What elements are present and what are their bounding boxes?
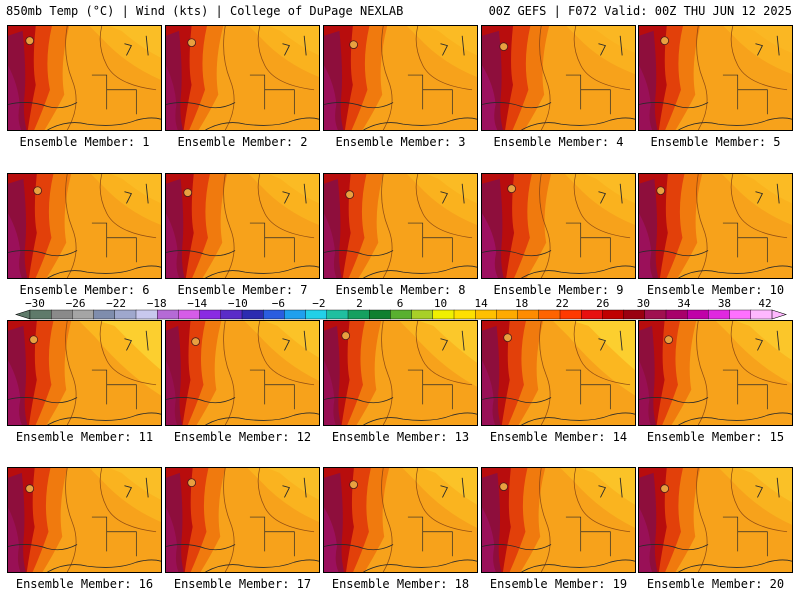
colorbar-tick-label: 14 <box>474 297 488 310</box>
member-caption: Ensemble Member: 1 <box>19 135 150 149</box>
colorbar-swatch <box>93 309 116 320</box>
colorbar-swatch <box>687 309 709 320</box>
temperature-colorbar: −30 −26 −22 −18 −14 −10 −6 −2 2 6 10 14 18 22 26 30 34 38… <box>0 295 800 323</box>
colorbar-swatch <box>708 309 731 320</box>
colorbar-tick-label: 42 <box>758 297 771 310</box>
colorbar-low-arrow <box>15 309 31 320</box>
colorbar-tick-label: 34 <box>677 297 691 310</box>
colorbar-tick-label: −10 <box>228 297 248 310</box>
colorbar-swatch <box>135 309 158 320</box>
colorbar-tick-label: 2 <box>356 297 363 310</box>
colorbar-swatch <box>729 309 752 320</box>
ensemble-member-map <box>323 25 478 131</box>
member-caption: Ensemble Member: 9 <box>493 283 624 297</box>
colorbar-swatch <box>390 309 413 320</box>
ensemble-member-map <box>7 25 162 131</box>
member-caption: Ensemble Member: 18 <box>331 577 470 591</box>
ensemble-member-map <box>638 320 793 426</box>
colorbar-tick-label: 6 <box>397 297 404 310</box>
map-title: 850mb Temp (°C) | Wind (kts) | College o… <box>6 4 404 18</box>
colorbar-swatch <box>665 309 688 320</box>
ensemble-member-map <box>481 25 636 131</box>
ensemble-member-map <box>165 467 320 573</box>
colorbar-swatch <box>623 309 646 320</box>
colorbar-swatch <box>284 309 307 320</box>
member-caption: Ensemble Member: 12 <box>173 430 312 444</box>
member-caption: Ensemble Member: 20 <box>646 577 785 591</box>
colorbar-tick-label: −30 <box>25 297 45 310</box>
colorbar-swatch <box>538 309 561 320</box>
colorbar-swatch <box>517 309 540 320</box>
colorbar-high-arrow <box>771 309 787 320</box>
member-caption: Ensemble Member: 7 <box>177 283 308 297</box>
member-caption: Ensemble Member: 8 <box>335 283 466 297</box>
colorbar-swatch <box>581 309 603 320</box>
ensemble-member-map <box>323 467 478 573</box>
colorbar-swatch <box>305 309 328 320</box>
ensemble-member-map <box>7 320 162 426</box>
ensemble-member-map <box>165 25 320 131</box>
colorbar-swatch <box>51 309 73 320</box>
colorbar-swatch <box>347 309 370 320</box>
member-caption: Ensemble Member: 16 <box>15 577 154 591</box>
ensemble-member-map <box>481 173 636 279</box>
member-caption: Ensemble Member: 15 <box>646 430 785 444</box>
colorbar-tick-label: 26 <box>596 297 609 310</box>
member-caption: Ensemble Member: 4 <box>493 135 624 149</box>
colorbar-swatch <box>369 309 391 320</box>
colorbar-tick-label: 30 <box>637 297 650 310</box>
colorbar-tick-label: 22 <box>556 297 569 310</box>
member-caption: Ensemble Member: 10 <box>646 283 785 297</box>
ensemble-member-map <box>7 467 162 573</box>
ensemble-member-map <box>638 173 793 279</box>
colorbar-swatch <box>241 309 264 320</box>
colorbar-swatch <box>178 309 201 320</box>
member-caption: Ensemble Member: 17 <box>173 577 312 591</box>
member-caption: Ensemble Member: 5 <box>650 135 781 149</box>
member-caption: Ensemble Member: 11 <box>15 430 154 444</box>
colorbar-tick-label: −26 <box>66 297 86 310</box>
colorbar-swatch <box>602 309 625 320</box>
ensemble-member-map <box>323 320 478 426</box>
colorbar-swatch <box>453 309 476 320</box>
member-caption: Ensemble Member: 2 <box>177 135 308 149</box>
ensemble-member-map <box>7 173 162 279</box>
colorbar-swatch <box>114 309 137 320</box>
member-caption: Ensemble Member: 3 <box>335 135 466 149</box>
colorbar-tick-label: −2 <box>312 297 325 310</box>
colorbar-swatch <box>156 309 179 320</box>
member-caption: Ensemble Member: 14 <box>489 430 628 444</box>
colorbar-swatch <box>29 309 52 320</box>
colorbar-swatch <box>326 309 349 320</box>
run-valid-time: 00Z GEFS | F072 Valid: 00Z THU JUN 12 20… <box>488 4 792 18</box>
colorbar-tick-label: −22 <box>106 297 126 310</box>
colorbar-swatch <box>199 309 222 320</box>
colorbar-swatch <box>475 309 497 320</box>
colorbar-swatch <box>263 309 285 320</box>
colorbar-swatch <box>644 309 667 320</box>
colorbar-swatch <box>72 309 95 320</box>
ensemble-member-map <box>165 320 320 426</box>
colorbar-tick-label: 10 <box>434 297 447 310</box>
ensemble-member-map <box>323 173 478 279</box>
ensemble-member-map <box>638 467 793 573</box>
colorbar-tick-label: −6 <box>272 297 285 310</box>
colorbar-swatch <box>750 309 773 320</box>
ensemble-member-map <box>638 25 793 131</box>
colorbar-tick-label: 38 <box>718 297 731 310</box>
colorbar-swatch <box>432 309 455 320</box>
colorbar-swatch <box>411 309 434 320</box>
colorbar-swatch <box>220 309 243 320</box>
member-caption: Ensemble Member: 13 <box>331 430 470 444</box>
member-caption: Ensemble Member: 6 <box>19 283 150 297</box>
colorbar-tick-label: −14 <box>187 297 207 310</box>
colorbar-swatch <box>559 309 582 320</box>
colorbar-swatch <box>496 309 519 320</box>
ensemble-member-map <box>481 320 636 426</box>
ensemble-member-map <box>481 467 636 573</box>
ensemble-member-map <box>165 173 320 279</box>
colorbar-tick-label: −18 <box>147 297 167 310</box>
member-caption: Ensemble Member: 19 <box>489 577 628 591</box>
colorbar-tick-label: 18 <box>515 297 528 310</box>
